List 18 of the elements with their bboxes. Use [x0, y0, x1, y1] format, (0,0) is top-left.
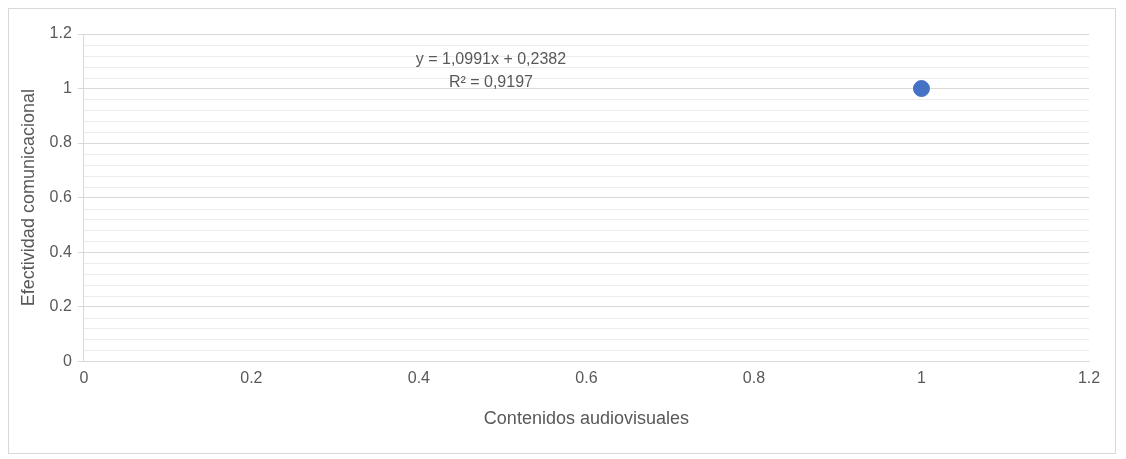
y-tick-label: 0.4 [49, 242, 72, 260]
x-tick-label: 0.6 [575, 369, 598, 387]
y-tick-label: 0.2 [49, 297, 72, 315]
x-tick-label: 0.2 [240, 369, 263, 387]
x-tick-label: 1.2 [1077, 369, 1101, 387]
y-tick-label: 1.2 [49, 24, 72, 42]
y-tick-label: 1 [62, 78, 72, 96]
x-tick-label: 0.4 [407, 369, 431, 387]
x-axis-title: Contenidos audiovisuales [483, 408, 689, 429]
annotation: y = 1,0991x + 0,2382 [415, 50, 567, 68]
y-axis-title: Efectividad comunicacional [17, 89, 38, 307]
annotation: R² = 0,9197 [448, 73, 534, 91]
y-tick-label: 0 [62, 351, 72, 369]
y-tick-label: 0.8 [49, 133, 72, 151]
x-tick-label: 1 [917, 369, 927, 387]
y-tick-label: 0.6 [49, 188, 72, 206]
x-tick-label: 0 [79, 369, 89, 387]
x-tick-label: 0.8 [742, 369, 766, 387]
